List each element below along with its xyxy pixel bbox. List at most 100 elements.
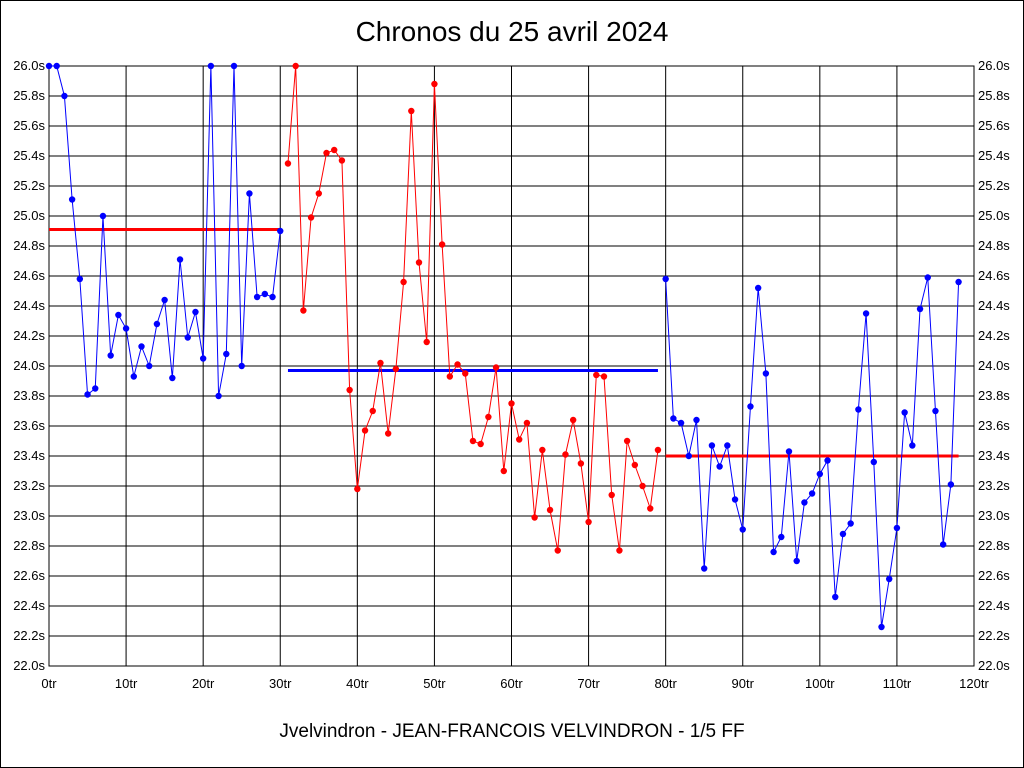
x-tick-label: 100tr (805, 676, 835, 691)
data-point (785, 448, 793, 455)
y-tick-label-left: 25.4s (13, 148, 45, 163)
x-tick-label: 60tr (500, 676, 523, 691)
data-point (323, 149, 330, 157)
x-tick-label: 50tr (423, 676, 446, 691)
data-point (893, 524, 901, 532)
data-point (377, 359, 384, 367)
y-tick-label-left: 22.4s (13, 598, 45, 613)
y-tick-label-right: 22.0s (978, 658, 1010, 673)
data-point (469, 437, 477, 445)
data-point (438, 241, 446, 248)
data-point (408, 107, 415, 115)
data-point (169, 374, 176, 382)
data-point (701, 565, 708, 572)
data-point (824, 457, 831, 464)
x-tick-label: 70tr (577, 676, 600, 691)
data-point (269, 293, 276, 301)
y-tick-label-left: 23.6s (13, 418, 45, 433)
data-point (261, 290, 269, 298)
data-point (754, 284, 762, 292)
data-point (192, 308, 199, 316)
data-point (315, 190, 322, 197)
y-tick-label-left: 22.6s (13, 568, 45, 583)
x-tick-label: 110tr (883, 676, 912, 691)
average-lines (49, 228, 959, 458)
y-tick-label-right: 26.0s (978, 58, 1010, 73)
data-point (199, 355, 207, 362)
data-point (331, 146, 338, 154)
y-tick-label-left: 23.0s (13, 508, 45, 523)
data-point (693, 416, 700, 424)
y-tick-label-left: 25.2s (13, 178, 45, 193)
y-tick-label-left: 23.2s (13, 478, 45, 493)
grid (48, 65, 975, 667)
y-tick-label-left: 23.8s (13, 388, 45, 403)
data-point (138, 343, 145, 350)
y-tick-label-right: 25.8s (978, 88, 1010, 103)
y-tick-label-left: 25.0s (13, 208, 45, 223)
data-point (176, 256, 184, 263)
data-point (955, 278, 962, 286)
chart-title: Chronos du 25 avril 2024 (355, 16, 669, 47)
data-point (523, 419, 531, 427)
data-point (161, 296, 168, 304)
x-tick-label: 30tr (269, 676, 292, 691)
x-tick-label: 80tr (654, 676, 677, 691)
data-point (531, 514, 538, 521)
y-tick-label-left: 24.4s (13, 298, 45, 313)
series-line (665, 277, 960, 628)
data-point (947, 481, 955, 488)
y-tick-label-right: 24.2s (978, 328, 1010, 343)
y-tick-label-right: 24.4s (978, 298, 1010, 313)
y-tick-label-right: 25.2s (978, 178, 1010, 193)
data-point (539, 446, 546, 454)
y-tick-label-right: 22.6s (978, 568, 1010, 583)
data-point (477, 440, 484, 448)
y-axis-left: 22.0s 22.2s 22.4s 22.6s 22.8s 23.0s 23.2s 23.4s… (13, 58, 45, 673)
data-point (462, 370, 469, 377)
data-point (546, 506, 554, 514)
data-point (508, 400, 515, 407)
series-group (45, 62, 962, 631)
data-point (639, 482, 646, 490)
data-point (454, 361, 461, 368)
data-point (924, 274, 931, 281)
data-point (801, 499, 808, 506)
data-point (839, 530, 847, 538)
data-point (585, 518, 592, 526)
data-point (354, 485, 361, 493)
y-tick-label-left: 25.6s (13, 118, 45, 133)
y-tick-label-right: 24.8s (978, 238, 1010, 253)
data-point (662, 275, 669, 283)
y-tick-label-right: 25.4s (978, 148, 1010, 163)
data-point (76, 275, 84, 283)
data-point (554, 547, 561, 554)
data-point (685, 452, 692, 460)
data-point (562, 451, 569, 458)
data-point (223, 350, 230, 358)
data-point (616, 547, 623, 554)
data-point (130, 373, 137, 380)
data-point (886, 575, 893, 583)
data-point (361, 427, 369, 434)
data-point (392, 365, 400, 373)
data-point (677, 419, 685, 427)
data-point (816, 470, 824, 478)
data-point (631, 461, 639, 469)
y-tick-label-right: 23.0s (978, 508, 1010, 523)
data-point (808, 490, 816, 497)
y-tick-label-left: 23.4s (13, 448, 45, 463)
x-axis: 0tr 10tr 20tr 30tr 40tr 50tr 60tr 70tr 80tr 90tr 1… (41, 676, 989, 691)
y-tick-label-right: 23.2s (978, 478, 1010, 493)
data-point (68, 196, 76, 203)
y-tick-label-right: 22.2s (978, 628, 1010, 643)
data-point (122, 325, 130, 332)
data-point (862, 310, 870, 317)
data-point (230, 62, 238, 70)
data-point (731, 496, 739, 503)
data-point (847, 520, 854, 527)
data-point (107, 352, 114, 359)
data-point (654, 446, 662, 454)
data-point (485, 413, 492, 421)
data-point (770, 548, 777, 556)
